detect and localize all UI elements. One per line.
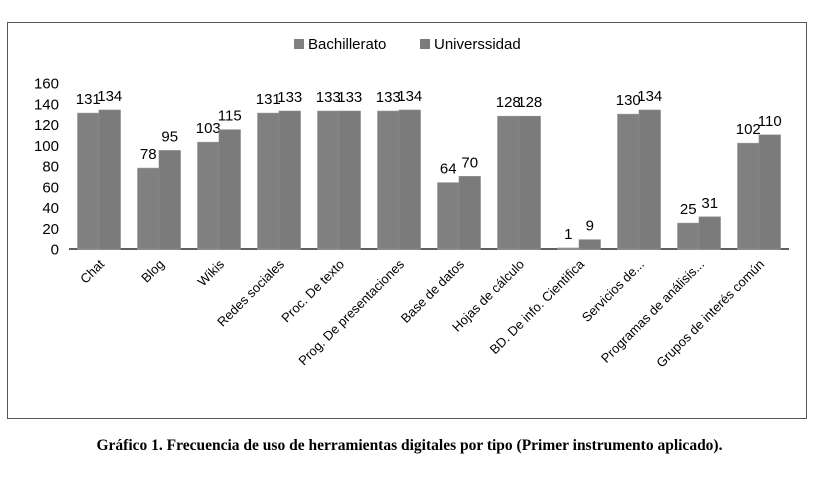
bar: [437, 182, 460, 250]
x-tick-label: Grupos de interés común: [653, 257, 767, 371]
bar: [518, 115, 541, 250]
bar: [338, 110, 361, 250]
chart-frame: 0 20 40 60 80 100 120 140 160 131 134 Chat 78 95 Blog 1…: [7, 22, 807, 419]
data-label: 110: [758, 113, 782, 130]
bar: [617, 113, 640, 250]
bar: [497, 115, 520, 250]
bar: [317, 110, 340, 250]
data-label: 133: [376, 89, 401, 106]
bar: [758, 134, 781, 250]
figure-caption: Gráfico 1. Frecuencia de uso de herramie…: [0, 437, 819, 455]
data-label: 128: [517, 94, 542, 111]
y-tick-label: 60: [42, 179, 59, 196]
data-label: 25: [680, 201, 697, 218]
y-tick-label: 40: [42, 200, 59, 217]
data-label: 133: [316, 89, 341, 106]
data-label: 134: [637, 88, 662, 105]
data-label: 131: [76, 91, 101, 108]
data-label: 9: [586, 218, 594, 235]
bar: [458, 176, 481, 250]
data-label: 78: [140, 146, 157, 163]
data-label: 31: [701, 195, 718, 212]
bar: [737, 142, 760, 250]
data-label: 95: [161, 128, 178, 145]
y-tick-label: 80: [42, 159, 59, 176]
x-tick-label: Prog. De presentaciones: [295, 256, 407, 368]
data-label: 131: [256, 91, 281, 108]
data-label: 130: [616, 92, 641, 109]
y-tick-label: 120: [34, 117, 59, 134]
legend-label: Bachillerato: [308, 36, 386, 53]
legend-label: Universsidad: [434, 36, 521, 53]
x-tick-label: Blog: [138, 257, 167, 286]
bar: [398, 109, 421, 250]
x-tick-label: Programas de análisis...: [598, 257, 707, 366]
bar: [698, 216, 721, 250]
legend-swatch: [294, 39, 304, 49]
bar-chart: 020406080100120140160131134Chat7895Blog1…: [34, 36, 789, 371]
bar: [77, 112, 100, 250]
x-tick-label: Wikis: [195, 256, 228, 289]
x-tick-label: Chat: [77, 256, 107, 286]
data-label: 134: [397, 88, 422, 105]
y-tick-label: 20: [42, 221, 59, 238]
caption-label: Gráfico 1: [96, 437, 159, 454]
data-label: 133: [277, 89, 302, 106]
data-label: 115: [218, 108, 242, 125]
y-tick-label: 140: [34, 96, 59, 113]
bar: [557, 247, 580, 250]
data-label: 133: [337, 89, 362, 106]
bar: [677, 222, 700, 250]
data-label: 64: [440, 161, 457, 178]
data-label: 128: [496, 94, 521, 111]
bar: [257, 112, 280, 250]
bar: [278, 110, 301, 250]
bar: [578, 239, 601, 250]
bar: [137, 167, 160, 250]
y-tick-label: 0: [51, 242, 59, 259]
bar: [98, 109, 121, 250]
data-label: 1: [564, 226, 572, 243]
data-label: 70: [461, 154, 478, 171]
x-tick-label: Servicios de...: [579, 257, 647, 325]
bar: [638, 109, 661, 250]
data-label: 134: [97, 88, 122, 105]
y-tick-label: 100: [34, 138, 59, 155]
bar: [158, 150, 181, 250]
data-label: 102: [736, 121, 761, 138]
bar: [377, 110, 400, 250]
bar: [218, 129, 241, 250]
bar: [197, 141, 220, 250]
data-label: 103: [196, 120, 221, 137]
y-tick-label: 160: [34, 76, 59, 93]
legend-swatch: [420, 39, 430, 49]
caption-text: . Frecuencia de uso de herramientas digi…: [158, 437, 723, 454]
